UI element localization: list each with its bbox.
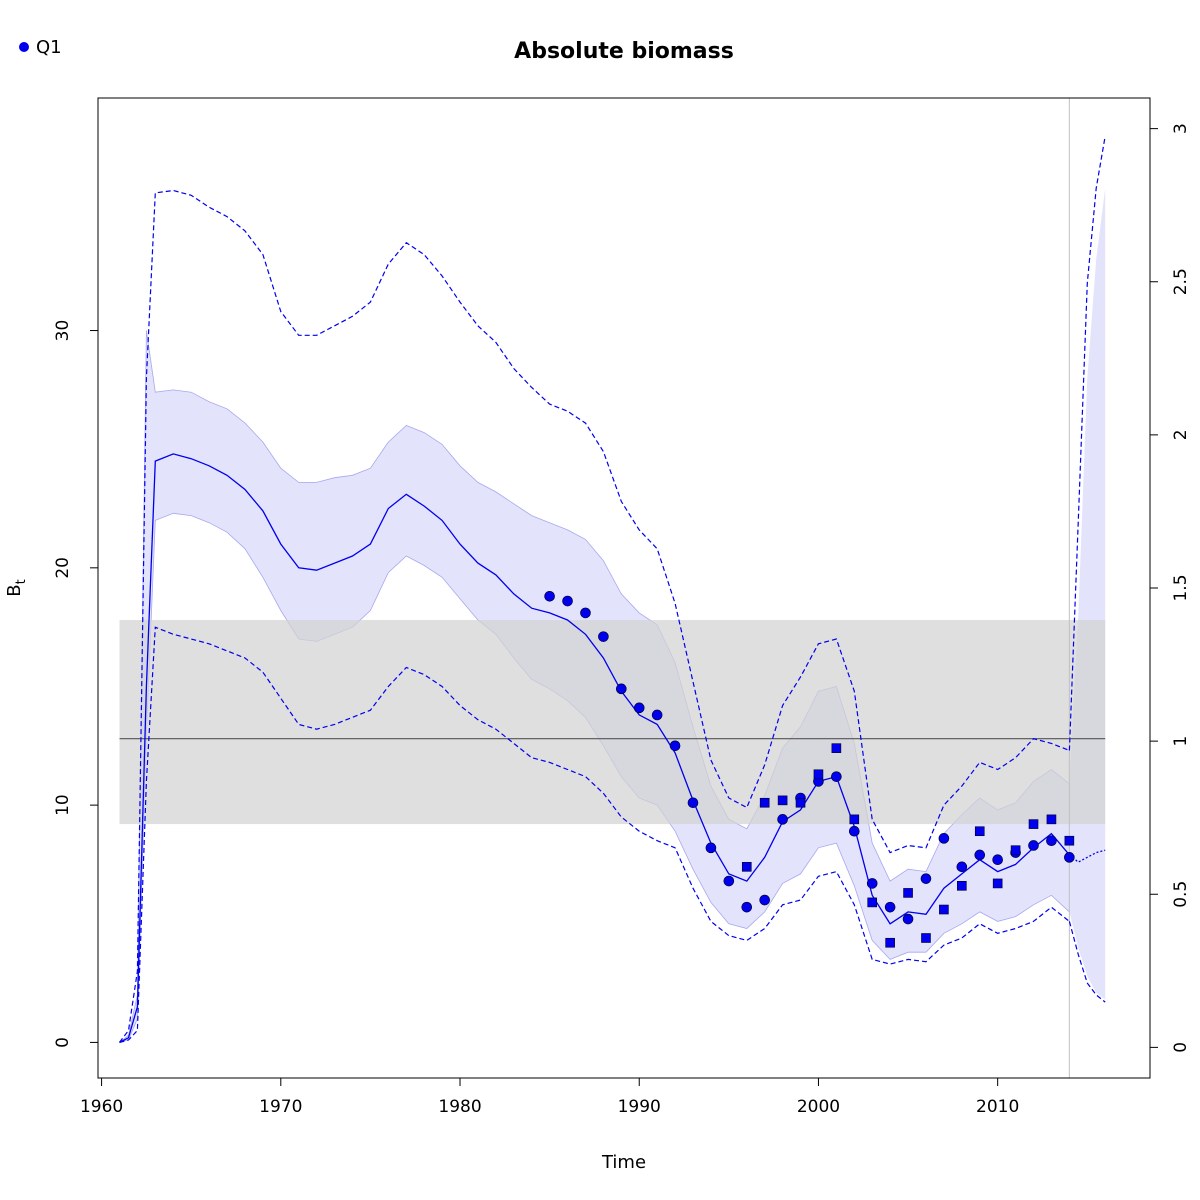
y-tick-label: 30: [53, 320, 73, 342]
plot-area: [119, 98, 1106, 1078]
point-q1-1: [562, 595, 573, 607]
reference-band: [119, 620, 1106, 825]
x-tick-label: 1970: [259, 1097, 302, 1117]
chart-title: Absolute biomass: [514, 39, 734, 64]
point-square-8: [885, 937, 895, 948]
x-tick-label: 1960: [80, 1097, 123, 1117]
x-tick-label: 1990: [618, 1097, 661, 1117]
y-right-tick-label: 1.5: [1171, 574, 1191, 601]
x-tick-label: 2000: [797, 1097, 840, 1117]
estimate-line: [119, 453, 1070, 1043]
x-axis: 1960 1970 1980 1990 2000 2010: [80, 1077, 1019, 1117]
point-q1-7: [669, 740, 681, 752]
point-square-10: [921, 933, 931, 943]
y-axis-left: 0 10 20 30: [53, 320, 98, 1048]
x-tick-label: 2010: [976, 1097, 1019, 1117]
point-q1-16: [831, 771, 842, 782]
point-square-17: [1046, 814, 1057, 825]
point-q1-22: [938, 833, 950, 844]
y-right-tick-label: 1: [1171, 736, 1191, 747]
point-square-9: [903, 888, 913, 898]
point-q1-6: [651, 709, 663, 721]
y-right-tick-label: 0.5: [1171, 881, 1191, 908]
point-square-11: [939, 904, 949, 915]
forecast-line: [1068, 849, 1106, 863]
point-q1-12: [759, 894, 770, 906]
point-q1-21: [920, 873, 932, 884]
point-square-3: [795, 797, 806, 808]
point-q1-23: [956, 861, 968, 873]
legend: Q1: [19, 37, 62, 58]
point-q1-13: [777, 814, 788, 825]
point-square-12: [957, 880, 967, 891]
point-q1-28: [1046, 835, 1057, 847]
point-q1-0: [544, 591, 555, 602]
point-q1-2: [580, 607, 591, 619]
y-right-tick-label: 3: [1171, 123, 1191, 134]
y-right-tick-label: 2.5: [1171, 268, 1191, 295]
point-q1-27: [1028, 840, 1039, 851]
point-square-1: [759, 797, 770, 808]
point-q1-11: [741, 901, 753, 913]
y-tick-label: 0: [53, 1037, 73, 1048]
legend-label-q1: Q1: [36, 37, 62, 58]
y-axis-right: 0 0.5 1 1.5 2 2.5 3: [1150, 123, 1191, 1053]
point-q1-8: [687, 797, 699, 809]
y-axis-label-main: B: [4, 584, 25, 596]
point-square-0: [741, 862, 752, 872]
point-square-18: [1064, 835, 1075, 846]
y-axis-label: Bt: [4, 579, 29, 596]
x-tick-label: 1980: [438, 1097, 481, 1117]
point-q1-25: [992, 854, 1003, 865]
point-q1-4: [616, 683, 627, 695]
point-square-6: [849, 814, 860, 825]
point-q1-29: [1064, 852, 1075, 863]
point-q1-17: [848, 825, 860, 837]
point-q1-3: [598, 631, 609, 642]
point-q1-5: [633, 702, 645, 714]
x-axis-label: Time: [601, 1152, 646, 1173]
forecast-band: [1069, 188, 1106, 1000]
point-q1-20: [902, 913, 914, 925]
y-right-tick-label: 2: [1171, 429, 1191, 440]
point-square-15: [1010, 845, 1021, 856]
point-square-4: [813, 769, 824, 780]
point-q1-19: [884, 901, 896, 913]
y-tick-label: 10: [53, 794, 73, 816]
forecast-ci-upper-line: [1068, 135, 1106, 751]
y-tick-label: 20: [53, 557, 73, 579]
forecast-ci-lower-line: [1068, 921, 1106, 1003]
ci-lower-line: [119, 626, 1070, 1043]
legend-marker-q1: [19, 42, 29, 52]
point-q1-10: [723, 875, 735, 887]
point-square-16: [1028, 819, 1039, 829]
point-q1-24: [974, 849, 986, 861]
y-axis-label-sub: t: [14, 579, 29, 584]
point-square-7: [867, 897, 878, 908]
point-q1-18: [866, 878, 878, 889]
point-square-5: [831, 743, 842, 753]
point-square-2: [777, 795, 788, 806]
y-right-tick-label: 0: [1171, 1042, 1191, 1053]
point-square-14: [992, 878, 1003, 889]
point-square-13: [974, 826, 985, 837]
ci-upper-line: [119, 189, 1070, 1043]
point-q1-9: [705, 842, 717, 854]
